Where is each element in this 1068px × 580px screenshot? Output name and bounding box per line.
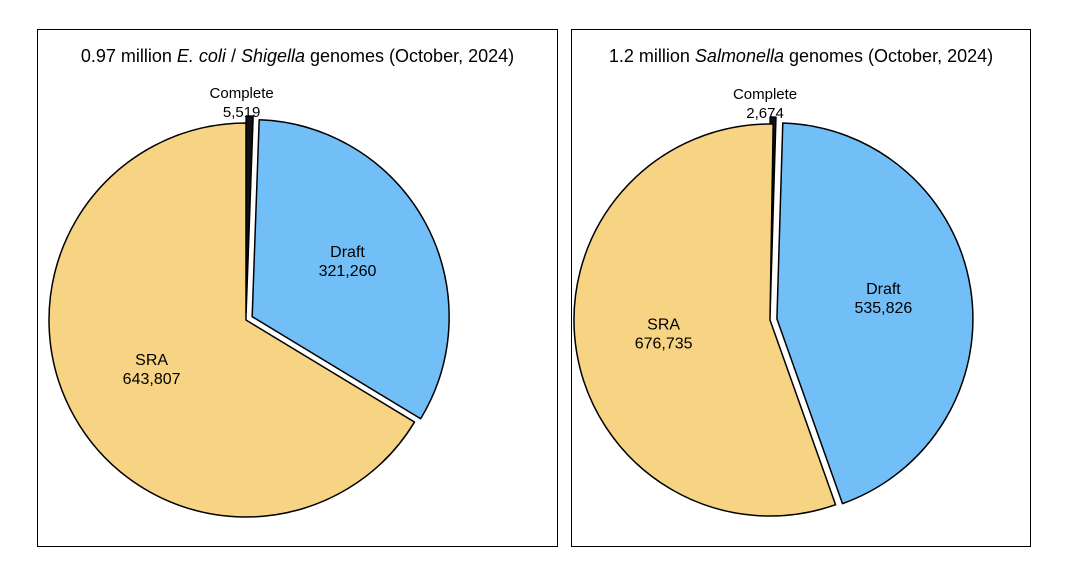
slice-label-draft: Draft: [330, 244, 365, 261]
title-organism-1: E. coli: [176, 46, 226, 66]
pie-chart: Complete 2,674 Draft 535,826 SRA 676,735: [573, 86, 974, 517]
pie-slice-complete: [245, 115, 254, 314]
slice-value-draft: 535,826: [854, 300, 912, 317]
slice-value-sra: 643,807: [123, 371, 181, 388]
slice-value-complete: 5,519: [223, 104, 261, 121]
chart-panel-salmonella: 1.2 million Salmonella genomes (October,…: [571, 29, 1031, 547]
slice-label-sra: SRA: [647, 316, 680, 333]
slice-value-draft: 321,260: [319, 263, 377, 280]
slice-value-complete: 2,674: [746, 105, 784, 122]
title-prefix: 0.97 million: [80, 46, 177, 66]
title-suffix: genomes (October, 2024): [783, 46, 994, 66]
title-middle: /: [225, 46, 241, 66]
chart-title: 0.97 million E. coli / Shigella genomes …: [38, 46, 557, 67]
slice-label-complete: Complete: [733, 86, 797, 103]
slice-label-draft: Draft: [866, 281, 901, 298]
pie-slice-draft: [776, 122, 974, 505]
pie-slice-draft: [251, 119, 450, 420]
pie-slice-sra: [573, 123, 837, 517]
chart-title: 1.2 million Salmonella genomes (October,…: [572, 46, 1030, 67]
chart-panel-ecoli: 0.97 million E. coli / Shigella genomes …: [37, 29, 558, 547]
pie-chart: Complete 5,519 Draft 321,260 SRA 643,807: [48, 85, 450, 518]
pie-slice-sra: [48, 122, 416, 518]
title-organism-1: Salmonella: [694, 46, 784, 66]
slice-value-sra: 676,735: [635, 335, 693, 352]
slice-label-complete: Complete: [210, 85, 274, 102]
title-organism-2: Shigella: [240, 46, 305, 66]
title-suffix: genomes (October, 2024): [305, 46, 515, 66]
slice-label-sra: SRA: [135, 352, 168, 369]
title-prefix: 1.2 million: [608, 46, 695, 66]
